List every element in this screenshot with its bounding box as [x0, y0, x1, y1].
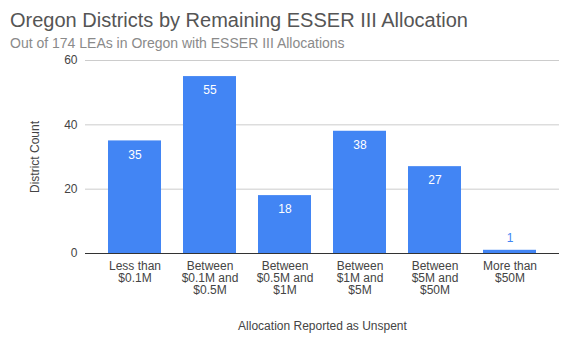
svg-text:Between$1M and$5M: Between$1M and$5M — [337, 259, 384, 297]
svg-text:Between$5M and$50M: Between$5M and$50M — [412, 259, 459, 297]
svg-text:38: 38 — [353, 138, 367, 152]
svg-text:More than$50M: More than$50M — [483, 259, 537, 285]
html-text:Out of 174 LEAs in Oregon with: Out of 174 LEAs in Oregon with ESSER III… — [10, 35, 345, 51]
svg-text:1: 1 — [507, 231, 514, 245]
svg-text:District Count: District Count — [28, 120, 42, 193]
html-text:Oregon Districts by Remaining: Oregon Districts by Remaining ESSER III … — [10, 9, 468, 31]
svg-text:35: 35 — [128, 148, 142, 162]
svg-text:40: 40 — [64, 118, 78, 132]
svg-text:60: 60 — [64, 53, 78, 67]
svg-text:Between$0.1M and$0.5M: Between$0.1M and$0.5M — [182, 259, 239, 297]
svg-text:55: 55 — [203, 83, 217, 97]
svg-text:Allocation Reported as Unspent: Allocation Reported as Unspent — [238, 319, 407, 333]
svg-text:27: 27 — [428, 173, 442, 187]
svg-text:20: 20 — [64, 182, 78, 196]
svg-text:18: 18 — [278, 202, 292, 216]
svg-text:Between$0.5M and$1M: Between$0.5M and$1M — [257, 259, 314, 297]
svg-text:0: 0 — [71, 246, 78, 260]
svg-text:Less than$0.1M: Less than$0.1M — [109, 259, 161, 285]
